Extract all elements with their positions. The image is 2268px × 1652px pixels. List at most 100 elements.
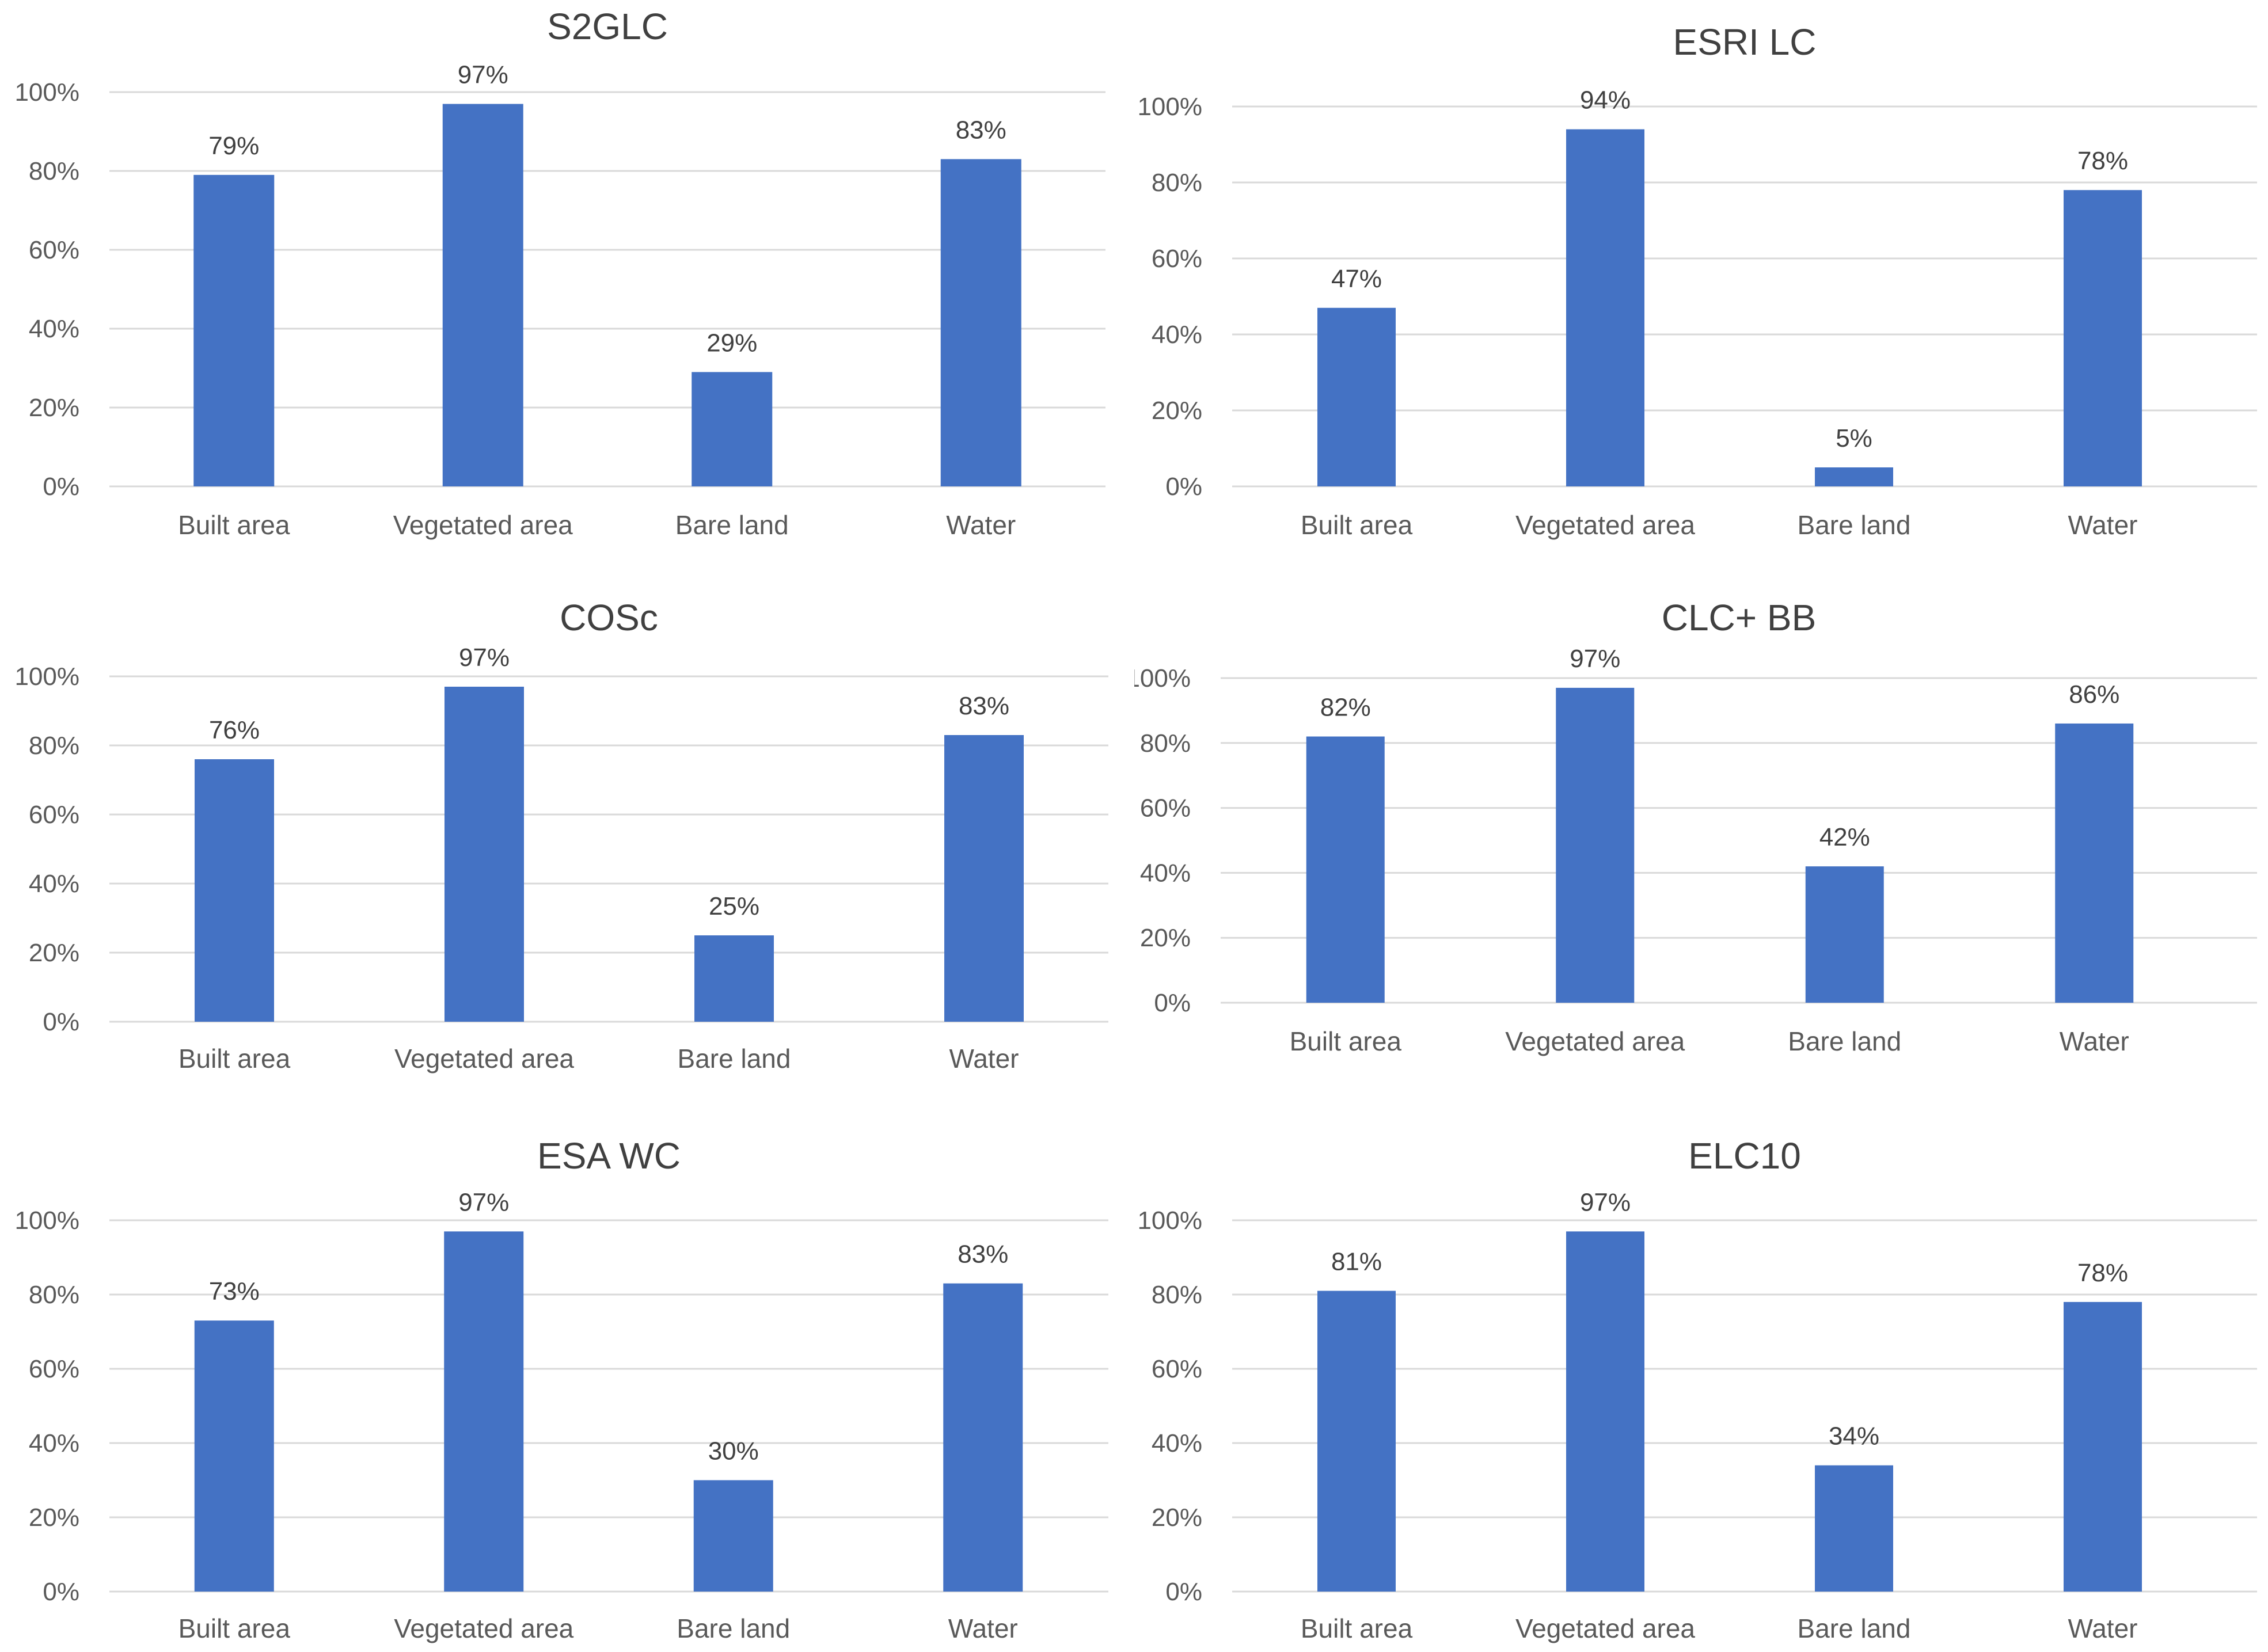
chart-clc-bb-category-label-vegetated-area: Vegetated area bbox=[1505, 1026, 1685, 1056]
chart-esa-wc-ytick-label-60: 60% bbox=[29, 1355, 79, 1383]
chart-esa-wc-category-label-built-area: Built area bbox=[178, 1613, 291, 1643]
chart-elc10-category-label-bare-land: Bare land bbox=[1798, 1613, 1911, 1643]
chart-clc-bb-category-label-built-area: Built area bbox=[1290, 1026, 1402, 1056]
chart-clc-bb-ytick-label-20: 20% bbox=[1140, 924, 1191, 952]
chart-s2glc-category-label-bare-land: Bare land bbox=[675, 510, 789, 540]
chart-elc10-category-label-water: Water bbox=[2068, 1613, 2138, 1643]
chart-cosc-category-label-bare-land: Bare land bbox=[678, 1044, 791, 1074]
chart-esa-wc-ytick-label-0: 0% bbox=[43, 1578, 79, 1606]
chart-clc-bb-ytick-label-80: 80% bbox=[1140, 729, 1191, 758]
chart-elc10-ytick-label-0: 0% bbox=[1165, 1578, 1202, 1606]
chart-s2glc-ytick-label-60: 60% bbox=[29, 236, 79, 264]
chart-cosc-ytick-label-0: 0% bbox=[43, 1008, 79, 1036]
chart-cosc-data-label-built-area: 76% bbox=[209, 716, 260, 744]
chart-esa-wc-category-label-water: Water bbox=[948, 1613, 1018, 1643]
chart-esri-lc-category-label-bare-land: Bare land bbox=[1798, 510, 1911, 540]
chart-s2glc-svg: S2GLC 0% 20% 40% 60% 80% 100% 79% Built area 97% V… bbox=[14, 6, 1105, 540]
chart-clc-bb-bar-bare-land bbox=[1805, 866, 1884, 1003]
chart-s2glc-ytick-label-40: 40% bbox=[29, 315, 79, 343]
chart-s2glc-ytick-label-20: 20% bbox=[29, 394, 79, 422]
chart-clc-bb-bar-built-area bbox=[1306, 736, 1385, 1003]
chart-esri-lc-bar-water bbox=[2064, 190, 2142, 486]
chart-s2glc-ytick-label-0: 0% bbox=[43, 473, 79, 501]
chart-cosc-data-label-vegetated-area: 97% bbox=[459, 644, 510, 672]
chart-clc-bb-data-label-bare-land: 42% bbox=[1819, 823, 1870, 851]
chart-esa-wc-data-label-vegetated-area: 97% bbox=[458, 1188, 509, 1216]
chart-elc10-ytick-label-60: 60% bbox=[1152, 1355, 1202, 1383]
chart-clc-bb-title: CLC+ BB bbox=[1662, 597, 1817, 638]
chart-s2glc-title: S2GLC bbox=[547, 6, 668, 47]
chart-elc10-category-label-built-area: Built area bbox=[1301, 1613, 1413, 1643]
chart-esri-lc-category-label-built-area: Built area bbox=[1301, 510, 1413, 540]
chart-clc-bb-data-label-water: 86% bbox=[2069, 680, 2119, 709]
chart-s2glc-bar-water bbox=[940, 159, 1021, 486]
chart-esri-lc-bar-built-area bbox=[1317, 307, 1396, 486]
chart-cosc-data-label-water: 83% bbox=[959, 692, 1009, 720]
chart-cosc-title: COSc bbox=[560, 597, 658, 638]
chart-s2glc-bar-built-area bbox=[193, 174, 275, 487]
chart-esri-lc-ytick-label-20: 20% bbox=[1152, 397, 1202, 425]
chart-elc10-data-label-bare-land: 34% bbox=[1829, 1422, 1879, 1451]
chart-esa-wc-bar-water bbox=[943, 1283, 1023, 1592]
chart-cosc-ytick-label-20: 20% bbox=[29, 939, 79, 967]
chart-clc-bb-data-label-vegetated-area: 97% bbox=[1570, 645, 1620, 673]
chart-elc10-data-label-water: 78% bbox=[2077, 1259, 2128, 1287]
chart-clc-bb-bar-vegetated-area bbox=[1556, 687, 1635, 1003]
chart-esri-lc-ytick-label-100: 100% bbox=[1137, 93, 1202, 121]
chart-s2glc-category-label-vegetated-area: Vegetated area bbox=[393, 510, 573, 540]
chart-cosc-panel: COSc 0% 20% 40% 60% 80% 100% 76% Built area 97% Ve… bbox=[0, 581, 1129, 1088]
chart-elc10-ytick-label-100: 100% bbox=[1137, 1206, 1202, 1235]
chart-cosc-category-label-vegetated-area: Vegetated area bbox=[394, 1044, 574, 1074]
chart-esa-wc-ytick-label-80: 80% bbox=[29, 1281, 79, 1309]
chart-cosc-ytick-label-100: 100% bbox=[14, 663, 79, 691]
chart-esri-lc-data-label-vegetated-area: 94% bbox=[1580, 86, 1631, 115]
chart-esri-lc-ytick-label-0: 0% bbox=[1165, 473, 1202, 501]
chart-s2glc-ytick-label-80: 80% bbox=[29, 157, 79, 185]
chart-cosc-bar-bare-land bbox=[694, 935, 774, 1022]
chart-clc-bb-ytick-label-60: 60% bbox=[1140, 794, 1191, 823]
chart-esri-lc-bar-vegetated-area bbox=[1566, 129, 1644, 487]
chart-s2glc-ytick-label-100: 100% bbox=[14, 78, 79, 106]
chart-esri-lc-title: ESRI LC bbox=[1673, 21, 1817, 63]
chart-esa-wc-svg: ESA WC 0% 20% 40% 60% 80% 100% 73% Built area 97%… bbox=[14, 1135, 1108, 1643]
chart-clc-bb-ytick-label-0: 0% bbox=[1154, 989, 1191, 1017]
chart-esa-wc-data-label-water: 83% bbox=[958, 1240, 1008, 1269]
chart-elc10-bar-built-area bbox=[1317, 1291, 1396, 1592]
chart-elc10-bar-vegetated-area bbox=[1566, 1231, 1644, 1592]
chart-esa-wc-bar-built-area bbox=[194, 1320, 274, 1592]
chart-esa-wc-ytick-label-40: 40% bbox=[29, 1429, 79, 1457]
chart-esri-lc-data-label-bare-land: 5% bbox=[1836, 424, 1872, 452]
chart-cosc-data-label-bare-land: 25% bbox=[709, 892, 759, 920]
chart-esa-wc-bar-vegetated-area bbox=[444, 1231, 524, 1592]
chart-clc-bb-ytick-label-100: 100% bbox=[1134, 664, 1191, 692]
chart-esa-wc-data-label-bare-land: 30% bbox=[708, 1437, 759, 1466]
chart-cosc-category-label-water: Water bbox=[949, 1044, 1019, 1074]
chart-elc10-title: ELC10 bbox=[1688, 1135, 1801, 1177]
chart-esri-lc-ytick-label-40: 40% bbox=[1152, 321, 1202, 349]
chart-elc10-bar-bare-land bbox=[1815, 1465, 1893, 1592]
chart-elc10-ytick-label-40: 40% bbox=[1152, 1429, 1202, 1457]
chart-cosc-bar-built-area bbox=[195, 759, 274, 1022]
chart-s2glc-bar-bare-land bbox=[692, 372, 773, 486]
chart-esri-lc-data-label-built-area: 47% bbox=[1331, 265, 1382, 293]
chart-cosc-bar-water bbox=[944, 735, 1024, 1022]
chart-s2glc-data-label-bare-land: 29% bbox=[706, 329, 757, 357]
chart-s2glc-category-label-water: Water bbox=[946, 510, 1016, 540]
chart-esri-lc-ytick-label-60: 60% bbox=[1152, 245, 1202, 273]
chart-clc-bb-bar-water bbox=[2055, 723, 2134, 1003]
chart-cosc-ytick-label-40: 40% bbox=[29, 870, 79, 898]
chart-s2glc-data-label-water: 83% bbox=[956, 116, 1006, 144]
chart-clc-bb-ytick-label-40: 40% bbox=[1140, 859, 1191, 887]
chart-esri-lc-bar-bare-land bbox=[1815, 467, 1893, 486]
chart-clc-bb-data-label-built-area: 82% bbox=[1320, 694, 1371, 722]
chart-elc10-data-label-built-area: 81% bbox=[1331, 1248, 1382, 1276]
chart-esri-lc-ytick-label-80: 80% bbox=[1152, 169, 1202, 197]
chart-esa-wc-ytick-label-20: 20% bbox=[29, 1503, 79, 1532]
chart-clc-bb-panel: CLC+ BB 0% 20% 40% 60% 80% 100% 82% Built area 97… bbox=[1134, 581, 2268, 1088]
chart-clc-bb-category-label-water: Water bbox=[2060, 1026, 2129, 1056]
chart-cosc-category-label-built-area: Built area bbox=[178, 1044, 291, 1074]
chart-cosc-ytick-label-60: 60% bbox=[29, 801, 79, 829]
chart-esa-wc-category-label-vegetated-area: Vegetated area bbox=[394, 1613, 573, 1643]
chart-esa-wc-ytick-label-100: 100% bbox=[14, 1206, 79, 1235]
chart-cosc-svg: COSc 0% 20% 40% 60% 80% 100% 76% Built area 97% Ve… bbox=[14, 597, 1108, 1074]
